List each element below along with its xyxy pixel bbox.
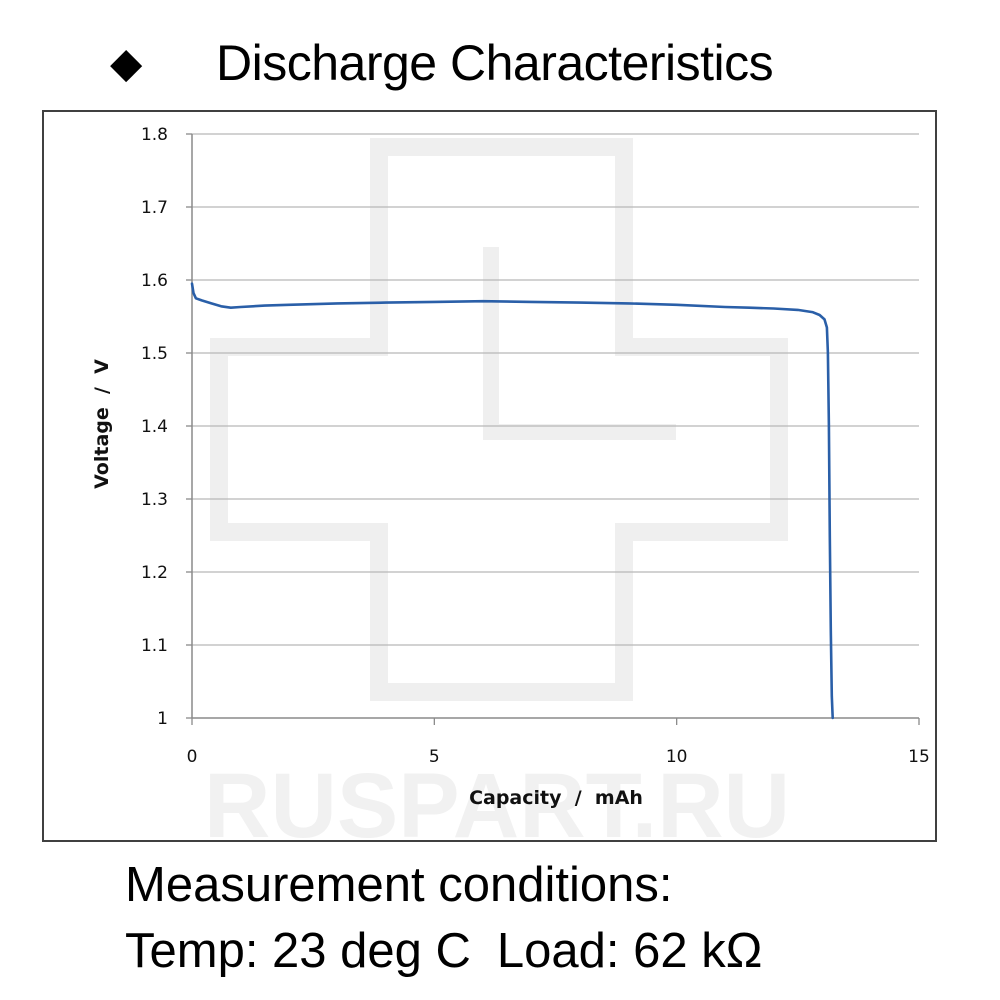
conditions-heading: Measurement conditions: <box>125 858 673 912</box>
x-tick-label: 5 <box>429 747 440 767</box>
y-tick-label: 1.6 <box>141 271 168 291</box>
y-tick-label: 1.5 <box>141 344 168 364</box>
x-tick-label: 15 <box>908 747 930 767</box>
watermark-cross-icon <box>210 138 788 701</box>
watermark-inner-mark-icon <box>483 247 676 440</box>
load-condition: Load: 62 kΩ <box>496 924 763 978</box>
y-tick-label: 1.3 <box>141 490 168 510</box>
y-tick-label: 1.4 <box>141 417 168 437</box>
chart-frame: RUSPART.RU 1 1.1 1.2 1.3 1.4 1.5 1.6 1.7 1.8 0 5 1… <box>42 110 937 842</box>
x-axis-title: Capacity / mAh <box>469 787 643 809</box>
y-tick-labels: 1 1.1 1.2 1.3 1.4 1.5 1.6 1.7 1.8 <box>141 125 168 729</box>
y-tick-label: 1.7 <box>141 198 168 218</box>
gridlines <box>192 133 919 646</box>
discharge-curve-line <box>190 282 835 720</box>
measurement-conditions: Measurement conditions: Temp: 23 deg C Lo… <box>125 852 762 984</box>
diamond-bullet-icon: ◆ <box>110 39 143 86</box>
y-tick-label: 1.2 <box>141 563 168 583</box>
watermark: RUSPART.RU <box>204 138 790 840</box>
page-title: ◆ Discharge Characteristics <box>110 28 774 98</box>
y-tick-label: 1.1 <box>141 636 168 656</box>
axes <box>186 133 920 725</box>
watermark-text: RUSPART.RU <box>204 755 790 840</box>
conditions-values: Temp: 23 deg C Load: 62 kΩ <box>125 918 762 984</box>
title-text: Discharge Characteristics <box>216 35 774 91</box>
discharge-chart: RUSPART.RU 1 1.1 1.2 1.3 1.4 1.5 1.6 1.7 1.8 0 5 1… <box>91 125 930 840</box>
temperature-condition: Temp: 23 deg C <box>125 924 471 978</box>
series <box>190 282 835 720</box>
x-tick-label: 0 <box>187 747 198 767</box>
y-axis-title: Voltage / V <box>91 359 113 489</box>
x-tick-labels: 0 5 10 15 <box>187 747 930 767</box>
x-tick-label: 10 <box>666 747 688 767</box>
y-tick-label: 1.8 <box>141 125 168 145</box>
y-tick-label: 1 <box>157 709 168 729</box>
